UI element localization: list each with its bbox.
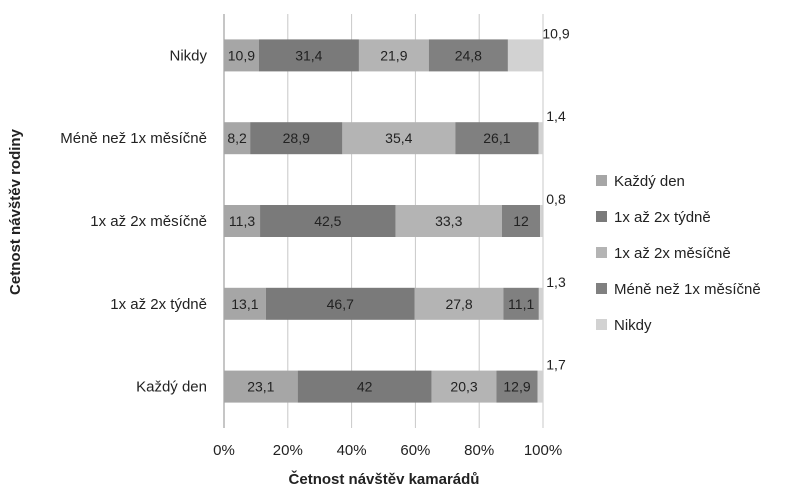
bar-segment (260, 205, 396, 237)
bar-segment (224, 122, 251, 155)
bar-segment (250, 122, 343, 155)
bar-segment (507, 39, 543, 72)
data-label: 1,7 (546, 357, 566, 373)
legend: Každý den 1x až 2x týdně 1x až 2x měsíčně M… (596, 173, 761, 334)
bar-segment (224, 370, 298, 403)
bar-segment (224, 39, 259, 72)
legend-label: 1x až 2x týdně (614, 209, 711, 226)
category-labels: Každý den 1x až 2x týdně 1x až 2x měsíčně M… (60, 47, 207, 395)
category-label: Méně než 1x měsíčně (60, 130, 207, 147)
legend-swatch (596, 247, 607, 258)
data-label: 12,9 (503, 379, 530, 395)
bar-segment (265, 287, 415, 320)
bar-segment (297, 370, 432, 403)
category-label: Každý den (136, 379, 207, 396)
data-label: 31,4 (295, 47, 322, 63)
x-tick-label: 20% (273, 442, 303, 459)
data-label: 8,2 (227, 130, 247, 146)
bar-segment (538, 122, 543, 155)
x-axis-title: Četnost návštěv kamarádů (289, 470, 480, 488)
bar-segment (537, 370, 543, 403)
data-label: 27,8 (445, 296, 472, 312)
x-tick-label: 100% (524, 442, 562, 459)
bars: 23,1 42 20,3 12,9 1,7 13,1 46,7 27,8 11,1 1,3 11,3… (224, 25, 570, 403)
bar-segment (414, 287, 504, 320)
legend-swatch (596, 283, 607, 294)
bar-segment (496, 370, 538, 403)
bar-segment (224, 205, 261, 237)
bar-segment (342, 122, 456, 155)
y-axis-title: Cetnost návštěv rodiny (7, 128, 24, 295)
data-label: 26,1 (483, 130, 510, 146)
x-tick-label: 80% (464, 442, 494, 459)
bar-segment (258, 39, 359, 72)
data-label: 21,9 (380, 47, 407, 63)
legend-label: Každý den (614, 173, 685, 190)
data-label: 28,9 (283, 130, 310, 146)
legend-swatch (596, 175, 607, 186)
data-label: 0,8 (546, 191, 566, 207)
data-label: 13,1 (231, 296, 258, 312)
category-label: Nikdy (169, 47, 207, 64)
data-label: 23,1 (247, 379, 274, 395)
x-tick-label: 40% (337, 442, 367, 459)
legend-label: Nikdy (614, 317, 652, 334)
data-label: 11,3 (229, 213, 255, 229)
x-tick-labels: 0% 20% 40% 60% 80% 100% (213, 442, 562, 459)
data-label: 35,4 (385, 130, 412, 146)
legend-label: 1x až 2x měsíčně (614, 245, 731, 262)
data-label: 42 (357, 379, 373, 395)
bar-segment (358, 39, 429, 72)
bar-segment (431, 370, 497, 403)
category-label: 1x až 2x týdně (110, 296, 207, 313)
bar-segment (503, 287, 539, 320)
bar-segment (540, 205, 543, 237)
bar-segment (455, 122, 539, 155)
category-label: 1x až 2x měsíčně (90, 213, 207, 230)
bar-segment (501, 205, 541, 237)
data-label: 1,4 (546, 108, 566, 124)
x-tick-label: 60% (400, 442, 430, 459)
data-label: 33,3 (435, 213, 462, 229)
data-label: 46,7 (327, 296, 354, 312)
data-label: 10,9 (542, 25, 569, 41)
data-label: 12 (513, 213, 529, 229)
data-label: 1,3 (546, 274, 566, 290)
bar-segment (538, 287, 543, 320)
legend-label: Méně než 1x měsíčně (614, 281, 761, 298)
bar-segment (224, 287, 266, 320)
legend-swatch (596, 319, 607, 330)
x-tick-label: 0% (213, 442, 235, 459)
bar-segment (395, 205, 502, 237)
data-label: 24,8 (455, 47, 482, 63)
data-label: 10,9 (228, 47, 255, 63)
data-label: 20,3 (450, 379, 477, 395)
data-label: 11,1 (508, 296, 534, 312)
bar-segment (428, 39, 508, 72)
legend-swatch (596, 211, 607, 222)
data-label: 42,5 (314, 213, 341, 229)
